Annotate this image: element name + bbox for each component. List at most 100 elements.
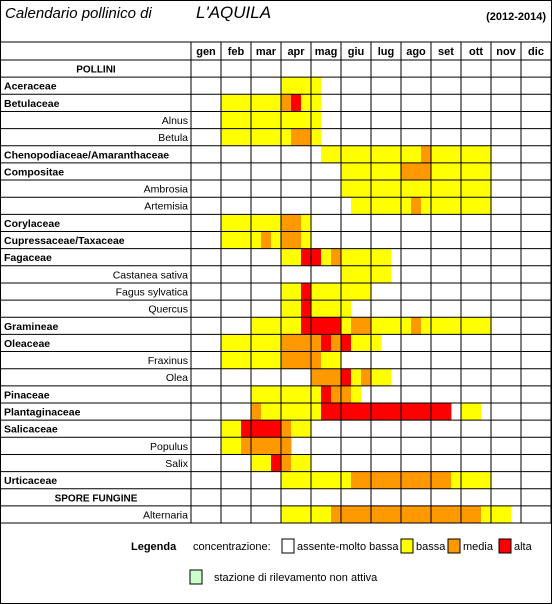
pollen-cell (281, 334, 292, 352)
pollen-cell (251, 317, 262, 335)
taxon-label-betula: Betula (158, 132, 188, 144)
pollen-cell (481, 145, 492, 163)
pollen-cell (261, 231, 272, 249)
pollen-cell (291, 471, 302, 489)
pollen-cell (231, 128, 242, 146)
taxon-label-betulaceae: Betulaceae (4, 98, 60, 110)
pollen-cell (351, 471, 362, 489)
pollen-cell (261, 111, 272, 129)
pollen-cell (491, 505, 502, 524)
pollen-cell (321, 385, 332, 403)
pollen-cell (231, 437, 242, 455)
taxon-label-salicaceae: Salicaceae (4, 424, 58, 436)
pollen-cell (481, 471, 492, 489)
pollen-cell (471, 505, 482, 524)
pollen-cell (351, 282, 362, 301)
pollen-cell (321, 334, 332, 352)
month-header-ago: ago (406, 46, 426, 58)
pollen-cell (261, 437, 272, 455)
pollen-cell (251, 454, 262, 472)
pollen-cell (461, 505, 472, 524)
pollen-cell (471, 162, 482, 181)
pollen-cell (261, 420, 272, 438)
pollen-cell (231, 420, 242, 438)
pollen-cell (481, 197, 492, 215)
pollen-cell (341, 505, 352, 524)
chart-title-years: (2012-2014) (486, 11, 546, 23)
pollen-cell (311, 505, 322, 524)
pollen-cell (221, 94, 232, 112)
pollen-cell (421, 317, 432, 335)
pollen-cell (301, 300, 312, 318)
pollen-cell (231, 111, 242, 129)
pollen-cell (421, 197, 432, 215)
month-header-nov: nov (496, 46, 516, 58)
pollen-cell (291, 282, 302, 301)
pollen-cell (371, 265, 382, 283)
pollen-cell (271, 420, 282, 438)
pollen-cell (341, 162, 352, 181)
pollen-cell (291, 231, 302, 249)
pollen-cell (421, 180, 432, 198)
pollen-cell (391, 145, 402, 163)
pollen-cell (471, 471, 482, 489)
pollen-cell (261, 128, 272, 146)
month-header-gen: gen (196, 46, 216, 58)
taxon-label-quercus: Quercus (148, 304, 188, 316)
pollen-cell (301, 111, 312, 129)
pollen-cell (461, 162, 472, 181)
pollen-cell (291, 420, 302, 438)
pollen-cell (461, 403, 472, 421)
pollen-cell (301, 282, 312, 301)
pollen-cell (351, 197, 362, 215)
pollen-cell (281, 77, 292, 95)
pollen-cell (241, 420, 252, 438)
pollen-cell (221, 231, 232, 249)
pollen-cell (351, 368, 362, 386)
pollen-cell (221, 437, 232, 455)
pollen-cell (271, 385, 282, 403)
pollen-cell (361, 145, 372, 163)
pollen-cell (241, 214, 252, 232)
pollen-cell (291, 385, 302, 403)
pollen-cell (411, 145, 422, 163)
legend-swatch-2 (447, 538, 461, 554)
pollen-cell (321, 351, 332, 369)
pollen-cell (281, 385, 292, 403)
pollen-cell (281, 94, 292, 112)
month-header-dic: dic (528, 46, 544, 58)
pollen-cell (351, 162, 362, 181)
pollen-cell (291, 94, 302, 112)
pollen-cell (291, 334, 302, 352)
pollen-cell (481, 162, 492, 181)
pollen-cell (341, 385, 352, 403)
pollen-cell (351, 145, 362, 163)
pollen-cell (281, 505, 292, 524)
pollen-cell (341, 145, 352, 163)
pollen-cell (371, 368, 382, 386)
pollen-cell (431, 162, 442, 181)
pollen-cell (241, 231, 252, 249)
pollen-cell (411, 317, 422, 335)
pollen-cell (251, 128, 262, 146)
legend-swatch-3 (498, 538, 512, 554)
chart-title-prefix: Calendario pollinico di (5, 5, 152, 22)
pollen-cell (401, 180, 412, 198)
pollen-cell (221, 128, 232, 146)
pollen-cell (451, 317, 462, 335)
legend-label-1: bassa (416, 541, 446, 553)
pollen-cell (221, 214, 232, 232)
pollen-cell (341, 248, 352, 266)
pollen-cell (381, 317, 392, 335)
pollen-cell (451, 471, 462, 489)
pollen-cell (271, 128, 282, 146)
pollen-cell (291, 403, 302, 421)
pollen-cell (271, 317, 282, 335)
pollen-cell (331, 385, 342, 403)
pollen-cell (261, 351, 272, 369)
pollen-cell (251, 94, 262, 112)
pollen-cell (351, 180, 362, 198)
pollen-cell (441, 162, 452, 181)
pollen-cell (261, 214, 272, 232)
pollen-cell (221, 111, 232, 129)
